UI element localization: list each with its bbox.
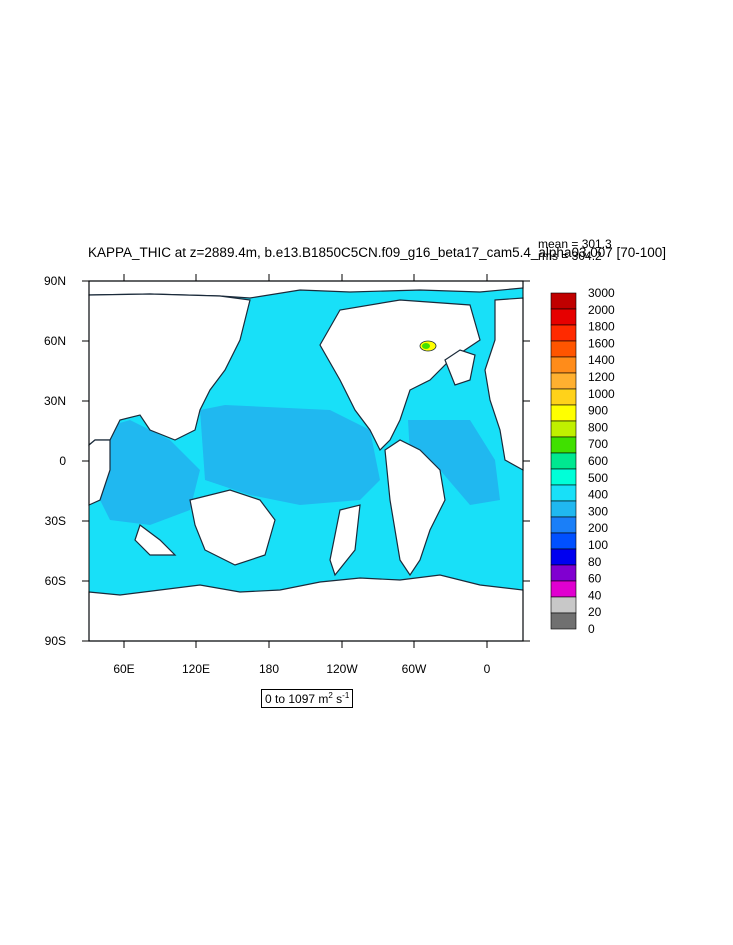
lat-label-0: 0: [59, 454, 66, 468]
lat-label-30s: 30S: [45, 514, 66, 528]
colorbar-label: 1400: [588, 353, 615, 367]
colorbar-swatch: [550, 292, 577, 310]
colorbar-swatch: [550, 388, 577, 406]
colorbar-swatch: [550, 372, 577, 390]
range-exp2: -1: [342, 691, 350, 700]
colorbar-swatch: [550, 468, 577, 486]
colorbar-label: 20: [588, 605, 602, 619]
colorbar-label: 100: [588, 538, 608, 552]
colorbar-label: 1200: [588, 370, 615, 384]
colorbar-swatch: [550, 564, 577, 582]
colorbar-swatch: [550, 596, 577, 614]
lon-axis: 60E 120E 180 120W 60W 0: [113, 274, 491, 676]
lat-axis: 90N 60N 30N 0 30S 60S 90S: [44, 274, 530, 648]
colorbar-label: 1000: [588, 387, 615, 401]
colorbar-label: 400: [588, 488, 608, 502]
rms-stat: rms = 304.2: [538, 249, 602, 263]
colorbar-swatch: [550, 420, 577, 438]
range-exp1: 2: [328, 691, 333, 700]
lat-label-60s: 60S: [45, 574, 66, 588]
lat-label-60n: 60N: [44, 334, 66, 348]
range-prefix: 0 to 1097 m: [265, 692, 329, 706]
ocean-200-300-regions: [95, 352, 500, 525]
lat-label-90n: 90N: [44, 274, 66, 288]
colorbar-label: 3000: [588, 286, 615, 300]
colorbar-label: 500: [588, 471, 608, 485]
colorbar-swatch: [550, 436, 577, 454]
colorbar-label: 900: [588, 404, 608, 418]
colorbar-swatch: [550, 452, 577, 470]
colorbar-swatch: [550, 516, 577, 534]
colorbar-label: 2000: [588, 303, 615, 317]
colorbar-label: 200: [588, 521, 608, 535]
lon-label-60w: 60W: [402, 662, 427, 676]
colorbar-swatch: [550, 356, 577, 374]
colorbar-label: 1600: [588, 336, 615, 350]
colorbar-swatch: [550, 580, 577, 598]
colorbar-label: 700: [588, 437, 608, 451]
colorbar-swatch: [550, 340, 577, 358]
colorbar-label: 600: [588, 454, 608, 468]
colorbar-swatch: [550, 308, 577, 326]
land-masses: [88, 280, 524, 642]
colorbar: 3000200018001600140012001000900800700600…: [550, 286, 615, 636]
colorbar-swatch: [550, 404, 577, 422]
plot-title: KAPPA_THIC at z=2889.4m, b.e13.B1850C5CN…: [88, 245, 667, 260]
lat-label-90s: 90S: [45, 634, 66, 648]
range-middle: s: [332, 692, 343, 706]
colorbar-label: 60: [588, 572, 602, 586]
lon-label-0: 0: [484, 662, 491, 676]
lat-label-30n: 30N: [44, 394, 66, 408]
colorbar-swatch: [550, 484, 577, 502]
hotspot-patch: [419, 340, 437, 352]
colorbar-swatch: [550, 324, 577, 342]
colorbar-swatch: [550, 548, 577, 566]
colorbar-label: 0: [588, 622, 595, 636]
colorbar-label: 80: [588, 555, 602, 569]
colorbar-swatch: [550, 612, 577, 630]
lon-label-120e: 120E: [182, 662, 210, 676]
colorbar-swatch: [550, 500, 577, 518]
map-area: [88, 280, 524, 642]
colorbar-label: 800: [588, 420, 608, 434]
range-label: 0 to 1097 m2 s-1: [261, 689, 354, 708]
colorbar-label: 300: [588, 504, 608, 518]
colorbar-label: 40: [588, 588, 602, 602]
lon-label-180: 180: [259, 662, 279, 676]
lon-label-120w: 120W: [326, 662, 358, 676]
lon-label-60e: 60E: [113, 662, 134, 676]
colorbar-swatch: [550, 532, 577, 550]
colorbar-label: 1800: [588, 320, 615, 334]
mean-stat: mean = 301.3: [538, 237, 612, 251]
